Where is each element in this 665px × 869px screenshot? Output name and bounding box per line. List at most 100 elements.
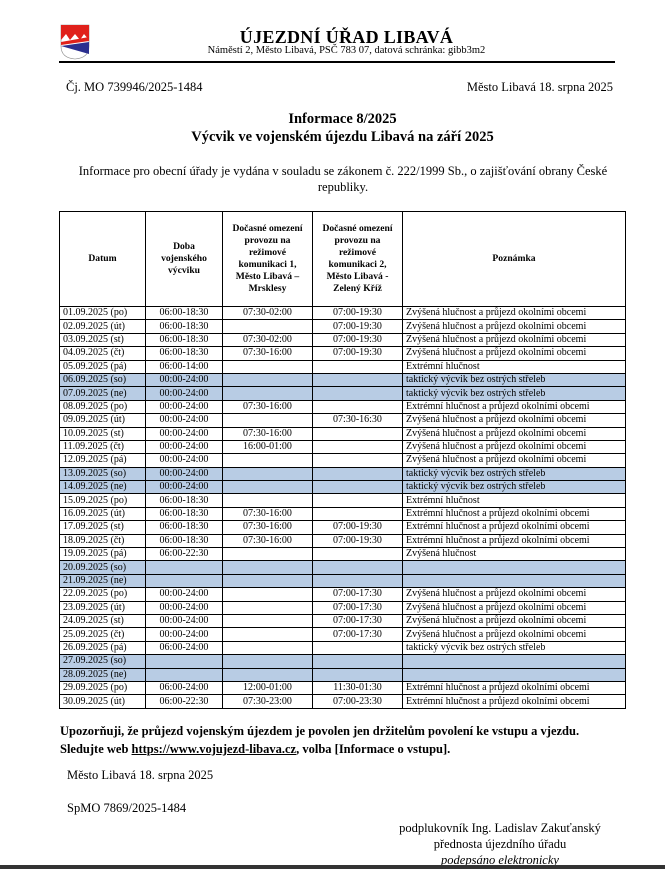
cell-training-time <box>145 573 223 589</box>
table-header-row: Datum Doba vojenského výcviku Dočasné om… <box>59 211 626 307</box>
cell-date: 28.09.2025 (ne) <box>59 667 146 682</box>
cell-note: Zvýšená hlučnost a průjezd okolními obce… <box>402 413 626 428</box>
table-row: 08.09.2025 (po) 00:00-24:00 07:30-16:00 Ext… <box>59 399 626 415</box>
cell-training-time: 00:00-24:00 <box>145 439 223 455</box>
cell-training-time: 00:00-24:00 <box>145 627 223 642</box>
cell-date: 16.09.2025 (út) <box>59 506 146 522</box>
cell-training-time: 00:00-24:00 <box>145 372 223 388</box>
cell-note: Extrémní hlučnost a průjezd okolními obc… <box>402 506 626 522</box>
table-row: 13.09.2025 (so) 00:00-24:00 taktický výcvi… <box>59 466 626 482</box>
cell-training-time: 00:00-24:00 <box>145 413 223 428</box>
cell-date: 18.09.2025 (čt) <box>59 533 146 549</box>
cell-training-time: 06:00-18:30 <box>145 493 223 508</box>
signatory-role: přednosta újezdního úřadu <box>433 837 567 851</box>
cell-date: 27.09.2025 (so) <box>59 654 146 669</box>
table-row: 12.09.2025 (pá) 00:00-24:00 Zvýšená hlučno… <box>59 453 626 468</box>
table-row: 05.09.2025 (pá) 06:00-14:00 Extrémní hlučn… <box>59 359 626 374</box>
table-row: 21.09.2025 (ne) <box>59 573 626 589</box>
cell-note: Extrémní hlučnost a průjezd okolními obc… <box>402 533 626 549</box>
table-row: 18.09.2025 (čt) 06:00-18:30 07:30-16:00 07:… <box>59 533 626 549</box>
cell-note <box>402 654 626 669</box>
cell-road-2: 07:30-16:30 <box>312 413 403 428</box>
cell-road-1 <box>222 386 313 401</box>
cell-date: 23.09.2025 (út) <box>59 600 146 615</box>
cell-date: 09.09.2025 (út) <box>59 413 146 428</box>
cell-date: 12.09.2025 (pá) <box>59 453 146 468</box>
cell-date: 03.09.2025 (st) <box>59 332 146 348</box>
cell-note: taktický výcvik bez ostrých střeleb <box>402 466 626 482</box>
cell-road-1 <box>222 667 313 682</box>
cell-note: Zvýšená hlučnost a průjezd okolními obce… <box>402 426 626 441</box>
cell-road-1 <box>222 453 313 468</box>
cell-date: 07.09.2025 (ne) <box>59 386 146 401</box>
cell-date: 22.09.2025 (po) <box>59 587 146 602</box>
cell-date: 30.09.2025 (út) <box>59 694 146 709</box>
table-row: 01.09.2025 (po) 06:00-18:30 07:30-02:00 07:… <box>59 305 626 321</box>
table-row: 15.09.2025 (po) 06:00-18:30 Extrémní hlučn… <box>59 493 626 508</box>
cell-note: Extrémní hlučnost <box>402 359 626 374</box>
table-row: 03.09.2025 (st) 06:00-18:30 07:30-02:00 07:… <box>59 332 626 348</box>
cell-road-1 <box>222 600 313 615</box>
cell-note: Extrémní hlučnost a průjezd okolními obc… <box>402 399 626 415</box>
cell-date: 20.09.2025 (so) <box>59 560 146 575</box>
table-row: 04.09.2025 (čt) 06:00-18:30 07:30-16:00 07:… <box>59 346 626 361</box>
cell-road-1 <box>222 640 313 656</box>
cell-training-time: 00:00-24:00 <box>145 399 223 415</box>
cell-note: Extrémní hlučnost a průjezd okolními obc… <box>402 520 626 535</box>
cell-note: taktický výcvik bez ostrých střeleb <box>402 372 626 388</box>
cell-road-2: 07:00-17:30 <box>312 600 403 615</box>
cell-road-2: 07:00-17:30 <box>312 613 403 629</box>
cell-date: 25.09.2025 (čt) <box>59 627 146 642</box>
cell-road-1: 07:30-02:00 <box>222 332 313 348</box>
table-row: 20.09.2025 (so) <box>59 560 626 575</box>
cell-road-1 <box>222 547 313 562</box>
table-row: 30.09.2025 (út) 06:00-22:30 07:30-23:00 07:… <box>59 694 626 709</box>
cell-note: Zvýšená hlučnost a průjezd okolními obce… <box>402 319 626 334</box>
cell-road-1: 12:00-01:00 <box>222 680 313 696</box>
cell-training-time: 00:00-24:00 <box>145 480 223 495</box>
cell-note: Extrémní hlučnost <box>402 493 626 508</box>
cell-note: Zvýšená hlučnost a průjezd okolními obce… <box>402 613 626 629</box>
table-row: 06.09.2025 (so) 00:00-24:00 taktický výcvi… <box>59 372 626 388</box>
cell-road-1: 07:30-23:00 <box>222 694 313 709</box>
table-row: 27.09.2025 (so) <box>59 654 626 669</box>
cell-note: Zvýšená hlučnost a průjezd okolními obce… <box>402 332 626 348</box>
document-title: Výcvik ve vojenském újezdu Libavá na zář… <box>191 129 494 145</box>
cell-road-2 <box>312 654 403 669</box>
training-schedule-table: Datum Doba vojenského výcviku Dočasné om… <box>59 211 626 709</box>
cell-road-2 <box>312 506 403 522</box>
cell-note: Zvýšená hlučnost <box>402 547 626 562</box>
cell-road-2: 07:00-19:30 <box>312 305 403 321</box>
col-training-time: Doba vojenského výcviku <box>145 211 223 307</box>
cell-road-2: 07:00-19:30 <box>312 533 403 549</box>
warning-text-end: , volba [Informace o vstupu]. <box>296 742 451 756</box>
footer-sp-reference: SpMO 7869/2025-1484 <box>67 801 187 815</box>
cell-training-time: 00:00-24:00 <box>145 587 223 602</box>
cell-date: 17.09.2025 (st) <box>59 520 146 535</box>
cell-road-2 <box>312 439 403 455</box>
cell-road-1 <box>222 627 313 642</box>
cell-road-1 <box>222 560 313 575</box>
cell-road-2: 07:00-19:30 <box>312 520 403 535</box>
website-link[interactable]: https://www.vojujezd-libava.cz <box>131 742 297 756</box>
col-note: Poznámka <box>402 211 626 307</box>
col-date: Datum <box>59 211 146 307</box>
cell-training-time: 00:00-24:00 <box>145 453 223 468</box>
cell-road-2: 07:00-17:30 <box>312 627 403 642</box>
cell-date: 05.09.2025 (pá) <box>59 359 146 374</box>
coat-of-arms-logo <box>60 24 90 60</box>
cell-date: 08.09.2025 (po) <box>59 399 146 415</box>
signatory-name: podplukovník Ing. Ladislav Zakuťanský <box>399 821 601 835</box>
cell-training-time: 06:00-18:30 <box>145 533 223 549</box>
cell-date: 13.09.2025 (so) <box>59 466 146 482</box>
table-row: 29.09.2025 (po) 06:00-24:00 12:00-01:00 11:… <box>59 680 626 696</box>
table-row: 11.09.2025 (čt) 00:00-24:00 16:00-01:00 Zvý… <box>59 439 626 455</box>
bottom-edge <box>0 865 665 869</box>
cell-road-2 <box>312 493 403 508</box>
cell-road-2: 11:30-01:30 <box>312 680 403 696</box>
cell-road-1: 07:30-16:00 <box>222 520 313 535</box>
cell-road-1: 07:30-16:00 <box>222 533 313 549</box>
cell-training-time: 00:00-24:00 <box>145 613 223 629</box>
cell-note <box>402 667 626 682</box>
cell-note: Extrémní hlučnost a průjezd okolními obc… <box>402 694 626 709</box>
